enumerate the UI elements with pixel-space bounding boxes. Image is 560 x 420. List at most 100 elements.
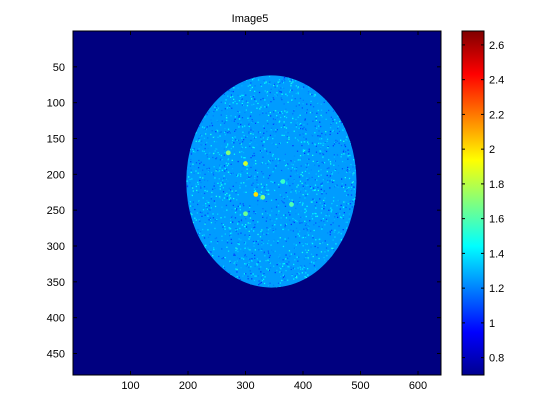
noise-pixel xyxy=(252,130,254,132)
noise-pixel xyxy=(201,126,204,128)
noise-pixel xyxy=(272,159,274,162)
noise-pixel xyxy=(255,275,257,277)
noise-pixel xyxy=(299,196,301,199)
noise-pixel xyxy=(300,124,302,126)
noise-pixel xyxy=(288,211,290,214)
noise-pixel xyxy=(220,182,222,184)
noise-pixel xyxy=(298,131,300,133)
noise-pixel xyxy=(293,109,295,111)
noise-pixel xyxy=(286,196,289,198)
noise-pixel xyxy=(303,187,305,189)
noise-pixel xyxy=(304,249,307,251)
noise-pixel xyxy=(236,271,238,273)
noise-pixel xyxy=(254,257,256,259)
noise-pixel xyxy=(259,249,261,252)
noise-pixel xyxy=(249,206,251,209)
noise-pixel xyxy=(251,79,254,81)
noise-pixel xyxy=(216,141,218,143)
noise-pixel xyxy=(233,151,235,154)
noise-pixel xyxy=(318,170,321,172)
noise-pixel xyxy=(247,85,249,87)
noise-pixel xyxy=(305,227,307,229)
noise-pixel xyxy=(253,152,255,155)
noise-pixel xyxy=(266,189,268,191)
noise-pixel xyxy=(353,172,355,174)
noise-pixel xyxy=(246,135,248,138)
noise-pixel xyxy=(304,197,306,199)
noise-pixel xyxy=(200,140,203,142)
noise-pixel xyxy=(296,210,298,212)
noise-pixel xyxy=(230,232,233,234)
noise-pixel xyxy=(287,178,289,180)
noise-pixel xyxy=(238,238,240,240)
noise-pixel xyxy=(344,186,346,189)
noise-pixel xyxy=(284,165,287,167)
noise-pixel xyxy=(294,168,296,170)
noise-pixel xyxy=(263,251,265,253)
noise-pixel xyxy=(248,261,250,263)
noise-pixel xyxy=(245,94,247,96)
noise-pixel xyxy=(323,199,325,202)
noise-pixel xyxy=(332,110,335,112)
noise-pixel xyxy=(257,131,260,133)
noise-pixel xyxy=(321,186,323,188)
noise-pixel xyxy=(231,215,234,217)
noise-pixel xyxy=(230,94,233,96)
noise-pixel xyxy=(261,136,263,138)
noise-pixel xyxy=(241,150,243,153)
noise-pixel xyxy=(302,132,304,135)
noise-pixel xyxy=(195,183,197,185)
noise-pixel xyxy=(304,182,306,184)
noise-pixel xyxy=(279,112,281,114)
noise-pixel xyxy=(190,151,192,153)
noise-pixel xyxy=(299,230,301,232)
noise-pixel xyxy=(242,131,244,133)
noise-pixel xyxy=(339,216,342,218)
noise-pixel xyxy=(230,90,232,92)
noise-pixel xyxy=(220,249,222,251)
noise-pixel xyxy=(340,232,342,235)
noise-pixel xyxy=(347,155,349,157)
noise-pixel xyxy=(245,226,248,228)
noise-pixel xyxy=(255,169,257,171)
noise-pixel xyxy=(267,269,269,271)
noise-pixel xyxy=(256,172,259,174)
noise-pixel xyxy=(229,235,231,237)
noise-pixel xyxy=(249,174,251,177)
noise-pixel xyxy=(273,239,275,241)
noise-pixel xyxy=(236,260,238,262)
noise-pixel xyxy=(305,112,308,114)
noise-pixel xyxy=(240,123,242,126)
noise-pixel xyxy=(220,265,222,268)
noise-pixel xyxy=(326,213,328,215)
noise-pixel xyxy=(239,156,241,158)
noise-pixel xyxy=(201,215,203,217)
noise-pixel xyxy=(240,175,242,177)
noise-pixel xyxy=(202,228,204,231)
noise-pixel xyxy=(190,161,192,163)
noise-pixel xyxy=(308,172,310,174)
noise-pixel xyxy=(222,186,224,188)
noise-pixel xyxy=(205,113,208,115)
noise-pixel xyxy=(240,143,242,145)
noise-pixel xyxy=(189,205,192,207)
noise-pixel xyxy=(243,139,245,141)
noise-pixel xyxy=(335,141,337,144)
heatmap-hotspot xyxy=(289,202,294,207)
noise-pixel xyxy=(282,228,284,231)
noise-pixel xyxy=(302,185,304,187)
noise-pixel xyxy=(346,188,348,190)
noise-pixel xyxy=(295,80,297,82)
noise-pixel xyxy=(233,254,235,256)
noise-pixel xyxy=(257,182,259,184)
noise-pixel xyxy=(226,111,229,113)
noise-pixel xyxy=(315,239,317,241)
noise-pixel xyxy=(225,146,227,148)
noise-pixel xyxy=(346,189,348,192)
noise-pixel xyxy=(265,260,267,262)
noise-pixel xyxy=(285,111,288,114)
noise-pixel xyxy=(295,236,297,238)
noise-pixel xyxy=(275,129,277,131)
noise-pixel xyxy=(212,213,214,215)
noise-pixel xyxy=(321,132,323,135)
